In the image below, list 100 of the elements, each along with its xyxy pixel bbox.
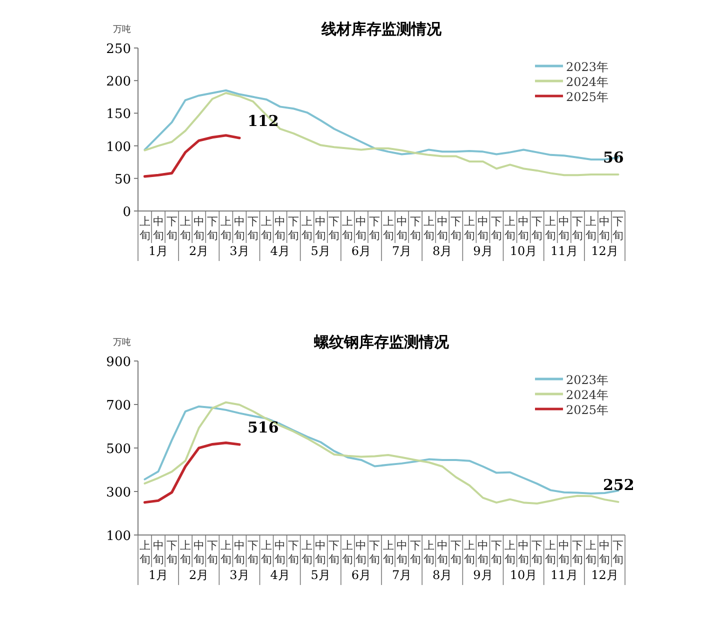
legend-label: 2023年 (566, 60, 609, 74)
x-tick-label: 上旬 (464, 539, 475, 566)
x-tick-label: 中旬 (356, 539, 367, 566)
x-tick-label: 中旬 (396, 215, 408, 242)
x-tick-label: 上旬 (342, 539, 354, 566)
x-tick-label: 下旬 (532, 539, 543, 566)
x-tick-label: 下旬 (369, 215, 380, 242)
x-tick-label: 下旬 (572, 215, 584, 242)
text: 1月 (148, 568, 168, 582)
text: 6月 (351, 244, 372, 258)
x-tick-label: 下旬 (206, 539, 218, 566)
x-tick-label: 中旬 (558, 539, 570, 566)
y-axis-title: 万吨 (113, 337, 131, 348)
x-tick-label: 中旬 (518, 539, 530, 566)
x-tick-label: 下旬 (288, 215, 300, 242)
legend-label: 2024年 (566, 388, 609, 402)
x-tick-label: 上旬 (180, 539, 191, 566)
y-axis-title: 万吨 (113, 24, 131, 35)
x-tick-label: 下旬 (166, 215, 178, 242)
x-tick-label: 上旬 (180, 215, 191, 242)
y-tick-label: 200 (106, 74, 131, 90)
data-label: 252 (603, 476, 634, 494)
text: 4月 (270, 568, 290, 582)
x-tick-label: 中旬 (193, 539, 204, 566)
y-tick-label: 0 (122, 205, 131, 220)
x-tick-label: 上旬 (342, 215, 354, 242)
x-tick-label: 上旬 (504, 215, 516, 242)
x-tick-label: 下旬 (247, 215, 258, 242)
chart-title: 螺纹钢库存监测情况 (313, 333, 450, 351)
y-tick-label: 150 (106, 107, 131, 122)
line-series (143, 441, 241, 504)
text: 8月 (432, 568, 452, 582)
line-series (143, 134, 241, 178)
text: 4月 (270, 244, 290, 258)
x-tick-label: 下旬 (166, 539, 178, 566)
x-tick-label: 下旬 (410, 539, 421, 566)
x-tick-label: 中旬 (558, 215, 570, 242)
x-tick-label: 上旬 (261, 539, 272, 566)
x-tick-label: 下旬 (612, 215, 624, 242)
x-tick-label: 上旬 (302, 539, 313, 566)
x-tick-label: 上旬 (545, 539, 556, 566)
x-tick-label: 下旬 (490, 539, 502, 566)
x-tick-label: 上旬 (220, 215, 232, 242)
x-tick-label: 上旬 (464, 215, 475, 242)
text: 2月 (189, 244, 209, 258)
x-tick-label: 上旬 (382, 215, 394, 242)
x-tick-label: 中旬 (234, 215, 245, 242)
x-tick-label: 中旬 (599, 539, 610, 566)
x-tick-label: 下旬 (450, 539, 462, 566)
x-tick-label: 上旬 (504, 539, 516, 566)
x-tick-label: 上旬 (423, 539, 434, 566)
x-tick-label: 上旬 (139, 539, 150, 566)
x-tick-label: 下旬 (572, 539, 584, 566)
x-tick-label: 上旬 (220, 539, 232, 566)
y-tick-label: 700 (106, 398, 131, 414)
text: 7月 (392, 568, 412, 582)
chart-title: 线材库存监测情况 (320, 20, 442, 38)
x-tick-label: 中旬 (274, 215, 286, 242)
x-tick-label: 下旬 (328, 215, 340, 242)
text: 5月 (310, 244, 330, 258)
x-tick-label: 下旬 (247, 539, 258, 566)
x-tick-label: 上旬 (261, 215, 272, 242)
text: 3月 (230, 568, 250, 582)
data-label: 56 (603, 148, 624, 166)
text: 6月 (351, 568, 372, 582)
legend-label: 2024年 (566, 75, 609, 89)
x-tick-label: 上旬 (545, 215, 556, 242)
x-tick-label: 下旬 (410, 215, 421, 242)
x-tick-label: 中旬 (436, 539, 448, 566)
text: 9月 (473, 244, 493, 258)
y-tick-label: 100 (106, 140, 131, 155)
text: 5月 (310, 568, 330, 582)
x-tick-label: 中旬 (193, 215, 204, 242)
x-tick-label: 下旬 (532, 215, 543, 242)
text: 10月 (510, 568, 538, 582)
text: 11月 (550, 244, 578, 258)
x-tick-label: 中旬 (436, 215, 448, 242)
data-label: 516 (247, 418, 279, 437)
text: 9月 (473, 568, 493, 582)
x-tick-label: 上旬 (586, 215, 597, 242)
x-tick-label: 中旬 (274, 539, 286, 566)
text: 7月 (392, 244, 412, 258)
x-tick-label: 中旬 (477, 215, 488, 242)
x-tick-label: 上旬 (423, 215, 434, 242)
x-tick-label: 中旬 (518, 215, 530, 242)
text: 11月 (550, 568, 578, 582)
x-tick-label: 中旬 (152, 539, 164, 566)
x-tick-label: 中旬 (396, 539, 408, 566)
x-tick-label: 下旬 (612, 539, 624, 566)
legend-label: 2025年 (566, 403, 609, 417)
text: 8月 (432, 244, 452, 258)
x-tick-label: 下旬 (328, 539, 340, 566)
x-tick-label: 上旬 (586, 539, 597, 566)
x-tick-label: 下旬 (288, 539, 300, 566)
text: 10月 (510, 244, 538, 258)
legend-label: 2025年 (566, 90, 609, 104)
y-tick-label: 300 (106, 486, 131, 500)
text: 12月 (591, 568, 618, 582)
x-tick-label: 上旬 (382, 539, 394, 566)
data-label: 112 (247, 112, 279, 130)
